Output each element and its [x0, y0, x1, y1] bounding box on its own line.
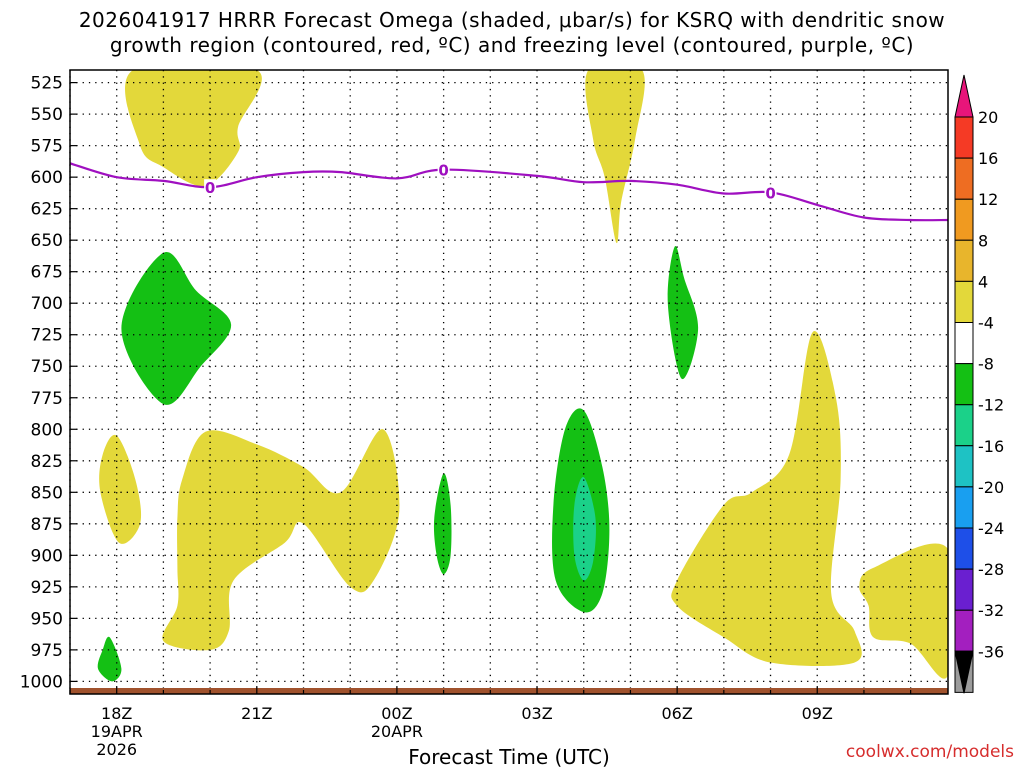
- x-tick-label: 2026: [96, 740, 137, 759]
- freezing-label-bg: [204, 179, 217, 196]
- y-tick-label: 775: [31, 389, 63, 409]
- colorbar-label: -36: [978, 642, 1004, 661]
- x-tick-label: 20APR: [371, 722, 423, 741]
- colorbar-label: 20: [978, 108, 998, 127]
- colorbar-swatch: [954, 445, 974, 488]
- y-tick-label: 800: [31, 420, 63, 440]
- colorbar-swatch: [954, 198, 974, 241]
- x-tick-label: 00Z: [381, 704, 412, 723]
- y-axis: 525 550 575 600 625 650 675 700 725 750 775 800 825 8…: [20, 74, 77, 692]
- colorbar-label: -16: [978, 437, 1004, 456]
- colorbar-label: -4: [978, 314, 994, 333]
- omega-region-lift-lowlevel-07z: [671, 331, 862, 667]
- y-tick-label: 675: [31, 263, 63, 283]
- source-credit: coolwx.com/models: [845, 742, 1014, 762]
- colorbar-label: -28: [978, 560, 1004, 579]
- y-tick-label: 950: [31, 609, 63, 629]
- grid: [69, 70, 948, 694]
- y-tick-label: 625: [31, 200, 63, 220]
- freezing-level-label: 0: [438, 162, 448, 180]
- colorbar-swatch: [954, 116, 974, 159]
- chart-title-line2: growth region (contoured, red, ºC) and f…: [109, 33, 915, 57]
- y-tick-label: 900: [31, 546, 63, 566]
- freezing-label-bg: [437, 161, 450, 178]
- freezing-level-label: 0: [205, 179, 215, 197]
- colorbar-label: 12: [978, 190, 998, 209]
- omega-region-sink-left-midlevel: [121, 251, 232, 405]
- colorbar-label: 8: [978, 231, 988, 250]
- omega-region-lift-lowlevel-21z: [162, 429, 400, 651]
- plot-frame: [69, 69, 949, 695]
- freezing-label-bg: [764, 184, 777, 201]
- colorbar-swatch: [954, 280, 974, 323]
- colorbar-swatch: [954, 322, 974, 365]
- x-tick-label: 06Z: [661, 704, 692, 723]
- y-tick-label: 600: [31, 168, 63, 188]
- colorbar-swatch: [954, 404, 974, 447]
- y-tick-label: 575: [31, 137, 63, 157]
- y-tick-label: 850: [31, 483, 63, 503]
- freezing-level-contour: 0 0 0: [70, 161, 948, 222]
- omega-region-lift-lowlevel-right: [859, 543, 948, 679]
- chart-title: 2026041917 HRRR Forecast Omega (shaded, …: [0, 8, 1024, 58]
- x-tick-label: 18Z: [101, 704, 132, 723]
- y-tick-label: 650: [31, 231, 63, 251]
- colorbar-swatch: [954, 157, 974, 200]
- colorbar-label: -20: [978, 478, 1004, 497]
- y-tick-label: 975: [31, 641, 63, 661]
- y-tick-label: 825: [31, 452, 63, 472]
- x-tick-label: 09Z: [802, 704, 833, 723]
- colorbar-swatch: [954, 486, 974, 529]
- colorbar-label: -32: [978, 601, 1004, 620]
- colorbar-label: -12: [978, 396, 1004, 415]
- x-axis-label: Forecast Time (UTC): [408, 745, 610, 768]
- colorbar: 20 16 12 8 4 -4 -8 -12 -16 -20 -24 -28 -32 -36: [954, 74, 1004, 694]
- colorbar-swatch: [954, 609, 974, 652]
- colorbar-swatch: [954, 527, 974, 570]
- colorbar-swatch: [954, 74, 974, 118]
- y-tick-label: 525: [31, 74, 63, 94]
- colorbar-label: -8: [978, 355, 994, 374]
- colorbar-label: 4: [978, 272, 988, 291]
- y-tick-label: 725: [31, 326, 63, 346]
- colorbar-label: -24: [978, 519, 1004, 538]
- freezing-level-label: 0: [765, 184, 775, 202]
- y-tick-label: 750: [31, 357, 63, 377]
- y-tick-label: 875: [31, 515, 63, 535]
- terrain-strip: [70, 688, 948, 694]
- omega-region-upper-lift-left: [125, 70, 262, 187]
- omega-region-sink-tiny-1000hPa: [97, 636, 122, 682]
- colorbar-swatch: [954, 568, 974, 611]
- x-tick-label: 19APR: [91, 722, 143, 741]
- omega-shading: [97, 70, 948, 682]
- colorbar-swatch: [954, 363, 974, 406]
- omega-region-upper-lift-right: [585, 70, 645, 243]
- omega-region-sink-05z-core: [573, 477, 596, 581]
- y-tick-label: 550: [31, 105, 63, 125]
- chart-title-line1: 2026041917 HRRR Forecast Omega (shaded, …: [78, 8, 946, 32]
- x-tick-label: 03Z: [521, 704, 552, 723]
- y-tick-label: 700: [31, 294, 63, 314]
- y-tick-label: 925: [31, 578, 63, 598]
- colorbar-swatch: [954, 239, 974, 282]
- omega-region-lift-small-18z: [99, 434, 142, 544]
- y-tick-label: 1000: [20, 672, 63, 692]
- omega-region-sink-06z-midlevel: [667, 245, 699, 380]
- colorbar-swatch: [954, 650, 974, 694]
- x-tick-label: 21Z: [241, 704, 272, 723]
- colorbar-label: 16: [978, 149, 998, 168]
